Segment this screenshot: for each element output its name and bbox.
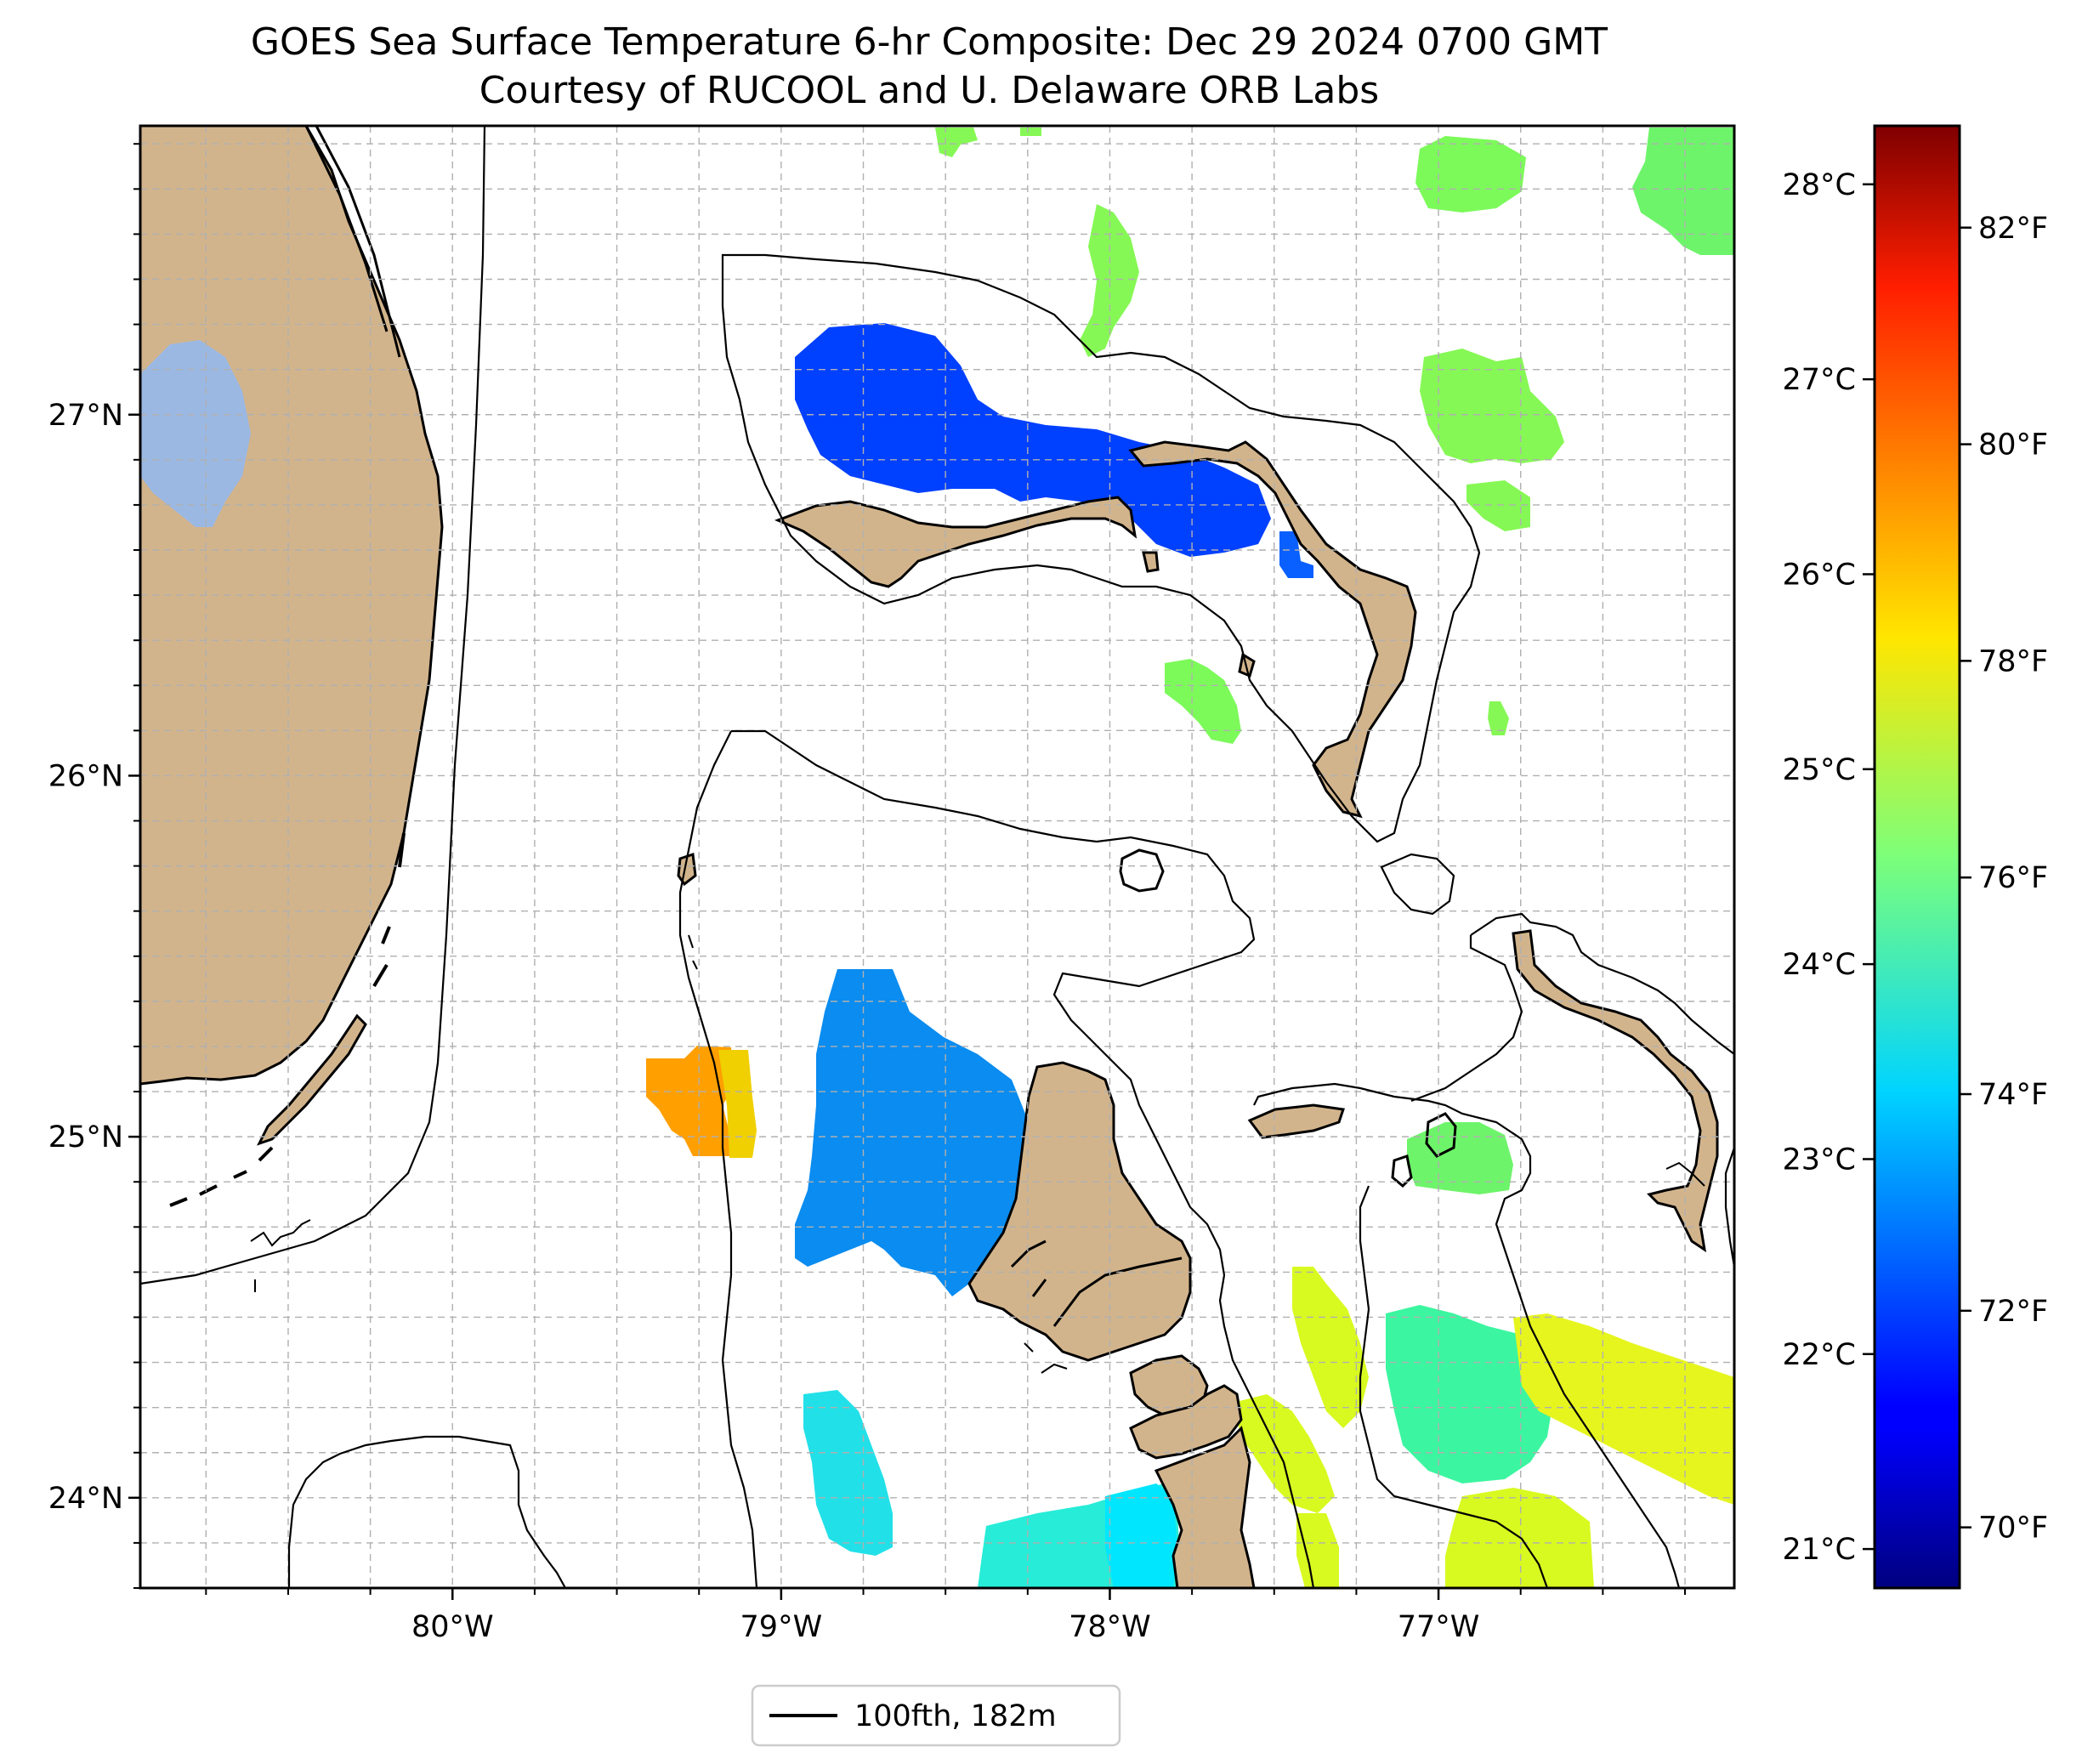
berry-islands <box>1119 848 1165 893</box>
eleuthera-island <box>1512 929 1719 1253</box>
colorbar-gradient <box>1873 124 1961 1590</box>
lon-tick-label: 78°W <box>1069 1610 1151 1644</box>
colorbar-label-f: 76°F <box>1978 861 2048 895</box>
abaco-islet-1 <box>1142 551 1160 573</box>
colorbar-label-c: 21°C <box>1783 1533 1856 1567</box>
sst-layer <box>646 128 1734 1588</box>
legend-label-100fth: 100fth, 182m <box>854 1699 1057 1733</box>
chart-title-line2: Courtesy of RUCOOL and U. Delaware ORB L… <box>479 69 1379 112</box>
colorbar-label-f: 80°F <box>1978 428 2048 462</box>
colorbar-label-f: 74°F <box>1978 1078 2048 1112</box>
map-frame <box>139 124 1736 1590</box>
colorbar-label-f: 82°F <box>1978 212 2048 246</box>
sst-patch-north-green-2 <box>1632 128 1734 255</box>
lat-tick-label: 24°N <box>48 1482 123 1516</box>
lake-okeechobee <box>140 340 251 527</box>
florida-keys <box>257 1013 367 1146</box>
map-axis-ticks: 80°W 79°W 78°W 77°W 24°N 25°N 26°N 27°N <box>48 143 1687 1644</box>
florida-east-coast <box>304 126 401 358</box>
sst-patch-small-blue <box>1279 531 1313 578</box>
isobath-100fth <box>140 126 1734 1588</box>
lon-tick-label: 80°W <box>411 1610 494 1644</box>
colorbar-ticks: 21°C 22°C 23°C 24°C 25°C 26°C 27°C 28°C 70°F 72°F… <box>1783 168 2049 1567</box>
sst-patch-south-yellow-upper <box>1292 1267 1369 1428</box>
sst-patch-east-green-small <box>1466 480 1530 531</box>
lat-tick-label: 25°N <box>48 1120 123 1154</box>
andros-inner-lines <box>1010 1239 1183 1327</box>
map-gridlines <box>140 126 1734 1588</box>
sst-patch-south-yellow-east <box>1513 1313 1734 1505</box>
lat-tick-label: 27°N <box>48 399 123 433</box>
sst-patch-south-cyan-bright <box>1105 1483 1177 1588</box>
abaco-island <box>1128 440 1417 819</box>
colorbar-label-c: 24°C <box>1783 948 1856 982</box>
sst-patch-north-green-top <box>935 128 1041 157</box>
colorbar-label-c: 26°C <box>1783 558 1856 592</box>
isobath-fragments <box>250 934 1705 1374</box>
sst-patch-tongue-of-ocean <box>795 969 1033 1296</box>
sst-patch-great-bahama-bank-north <box>795 323 1271 557</box>
map-area <box>140 126 1734 1588</box>
lat-tick-label: 26°N <box>48 759 123 793</box>
sst-patch-south-yellow-lower <box>1296 1513 1339 1588</box>
colorbar-label-f: 78°F <box>1978 644 2048 678</box>
legend: 100fth, 182m <box>751 1684 1121 1747</box>
sst-patch-andros-north-green <box>1165 659 1241 744</box>
chart-title-line1: GOES Sea Surface Temperature 6-hr Compos… <box>251 20 1608 64</box>
sst-patch-exuma-green <box>1407 1122 1513 1194</box>
sst-patch-gulf-stream-yellow <box>718 1050 757 1158</box>
sst-patch-north-green-1 <box>1415 136 1526 213</box>
colorbar-label-c: 25°C <box>1783 753 1856 787</box>
grand-bahama-island <box>774 496 1137 588</box>
sst-patch-gulf-stream-warm <box>646 1046 733 1156</box>
colorbar-label-c: 27°C <box>1783 363 1856 397</box>
lon-tick-label: 79°W <box>740 1610 823 1644</box>
colorbar: 21°C 22°C 23°C 24°C 25°C 26°C 27°C 28°C 70°F 72°F… <box>1783 124 2049 1590</box>
lon-tick-label: 77°W <box>1398 1610 1480 1644</box>
andros-south-3 <box>1154 1426 1256 1588</box>
sst-patch-cay-sal-cyan <box>803 1390 893 1556</box>
sst-patch-east-green <box>1420 349 1564 463</box>
colorbar-label-f: 72°F <box>1978 1295 2048 1329</box>
new-providence-island <box>1247 1103 1345 1139</box>
colorbar-label-f: 70°F <box>1978 1512 2048 1546</box>
sst-patch-exuma-sound <box>1386 1305 1556 1483</box>
sst-patch-south-yellow-west <box>1233 1394 1335 1513</box>
sst-patch-tiny-green <box>1488 701 1509 735</box>
legend-box <box>751 1684 1121 1747</box>
colorbar-label-c: 23°C <box>1783 1143 1856 1177</box>
florida-keys-west <box>169 832 406 1207</box>
colorbar-label-c: 22°C <box>1783 1338 1856 1372</box>
colorbar-label-c: 28°C <box>1783 168 1856 202</box>
